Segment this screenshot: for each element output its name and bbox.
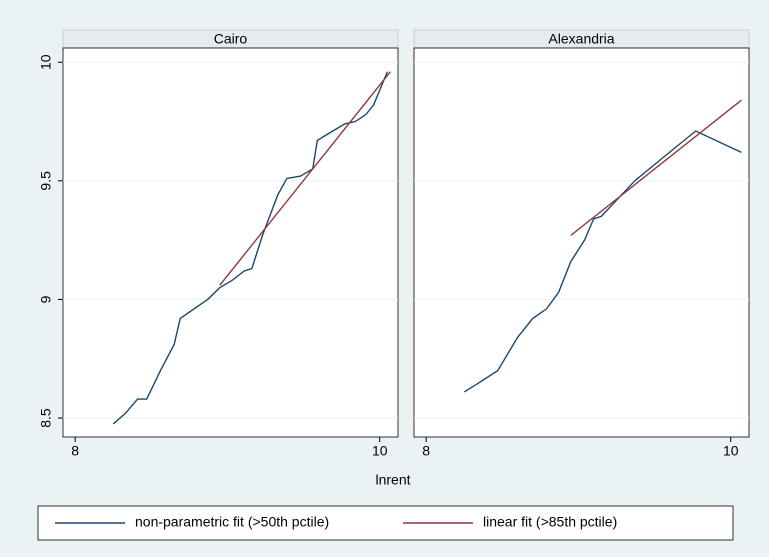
legend-label: non-parametric fit (>50th pctile) xyxy=(135,514,329,530)
y-tick-label: 9 xyxy=(38,295,54,303)
panel-title: Alexandria xyxy=(548,31,614,47)
line-series xyxy=(570,99,742,236)
line-series xyxy=(219,71,391,286)
line-series xyxy=(112,71,388,425)
panel-title: Cairo xyxy=(214,31,248,47)
line-series xyxy=(463,130,742,393)
plot-area xyxy=(62,47,399,438)
plot-area xyxy=(413,47,750,438)
y-tick-label: 8.5 xyxy=(38,408,54,428)
legend xyxy=(37,505,734,541)
x-tick-label: 8 xyxy=(71,443,79,459)
y-tick-label: 10 xyxy=(38,54,54,70)
y-tick-label: 9.5 xyxy=(38,171,54,191)
x-axis-label: lnrent xyxy=(375,472,410,488)
x-tick-label: 8 xyxy=(422,443,430,459)
x-tick-label: 10 xyxy=(372,443,388,459)
x-tick-label: 10 xyxy=(723,443,739,459)
legend-label: linear fit (>85th pctile) xyxy=(483,514,617,530)
